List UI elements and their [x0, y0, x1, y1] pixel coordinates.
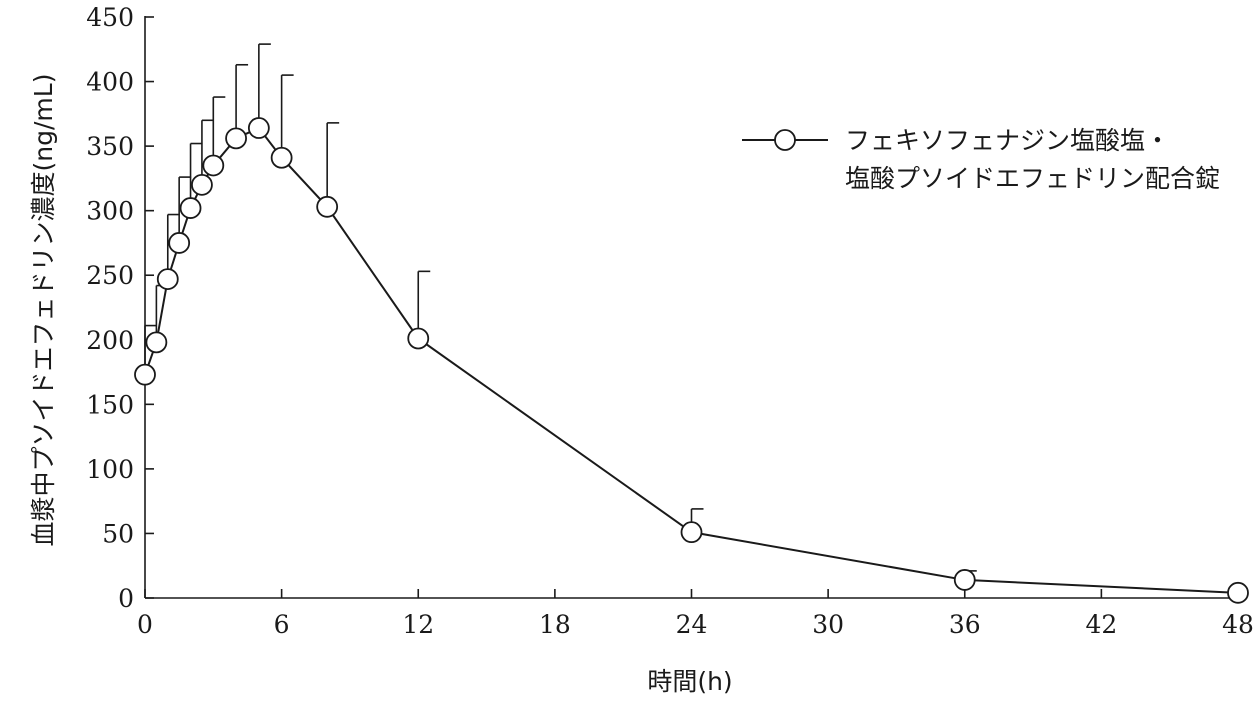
x-tick-label-30: 30 [812, 610, 844, 639]
y-tick-label-100: 100 [86, 455, 134, 484]
error-bars [144, 43, 977, 572]
data-points [134, 117, 1249, 604]
y-tick-label-150: 150 [86, 390, 134, 419]
y-tick-label-450: 450 [86, 3, 134, 32]
data-point-11 [407, 327, 430, 350]
x-tick-label-36: 36 [949, 610, 981, 639]
y-tick-label-300: 300 [86, 197, 134, 226]
x-tick-label-12: 12 [402, 610, 434, 639]
data-point-9 [270, 146, 293, 169]
legend-label: フェキソフェナジン塩酸塩・塩酸プソイドエフェドリン配合錠 [845, 126, 1220, 193]
x-tick-label-18: 18 [539, 610, 571, 639]
x-tick-label-6: 6 [274, 610, 290, 639]
y-tick-label-400: 400 [86, 68, 134, 97]
data-point-5 [191, 173, 213, 196]
data-point-3 [168, 232, 191, 254]
data-point-10 [316, 195, 339, 218]
x-axis-ticks: 0 6 12 18 24 30 36 42 48 [137, 589, 1254, 639]
legend-label-line-0: フェキソフェナジン塩酸塩・ [845, 126, 1170, 155]
data-point-13 [953, 569, 976, 591]
data-point-12 [680, 521, 703, 544]
data-point-8 [247, 117, 270, 139]
legend-label-line-1: 塩酸プソイドエフェドリン配合錠 [845, 164, 1220, 193]
data-point-4 [179, 197, 202, 219]
y-tick-label-0: 0 [118, 584, 134, 613]
legend: フェキソフェナジン塩酸塩・塩酸プソイドエフェドリン配合錠 [742, 126, 1220, 193]
x-axis-title: 時間(h) [647, 667, 732, 696]
y-tick-label-200: 200 [86, 326, 134, 355]
x-tick-label-24: 24 [676, 610, 708, 639]
data-point-1 [145, 331, 168, 354]
data-point-2 [156, 268, 179, 290]
data-point-6 [202, 154, 225, 177]
x-tick-label-48: 48 [1222, 610, 1254, 639]
y-tick-label-350: 350 [86, 132, 134, 161]
legend-marker-sample [774, 129, 796, 151]
data-point-7 [225, 127, 247, 150]
y-axis-ticks: 0 50 100 150 200 250 300 350 400 450 [86, 3, 154, 613]
x-tick-label-42: 42 [1085, 610, 1117, 639]
data-point-0 [134, 363, 156, 386]
data-point-14 [1227, 581, 1249, 604]
y-tick-label-50: 50 [102, 519, 134, 548]
x-tick-label-0: 0 [137, 610, 153, 639]
y-tick-label-250: 250 [86, 261, 134, 290]
y-axis-title: 血漿中プソイドエフェドリン濃度(ng/mL) [29, 74, 58, 547]
